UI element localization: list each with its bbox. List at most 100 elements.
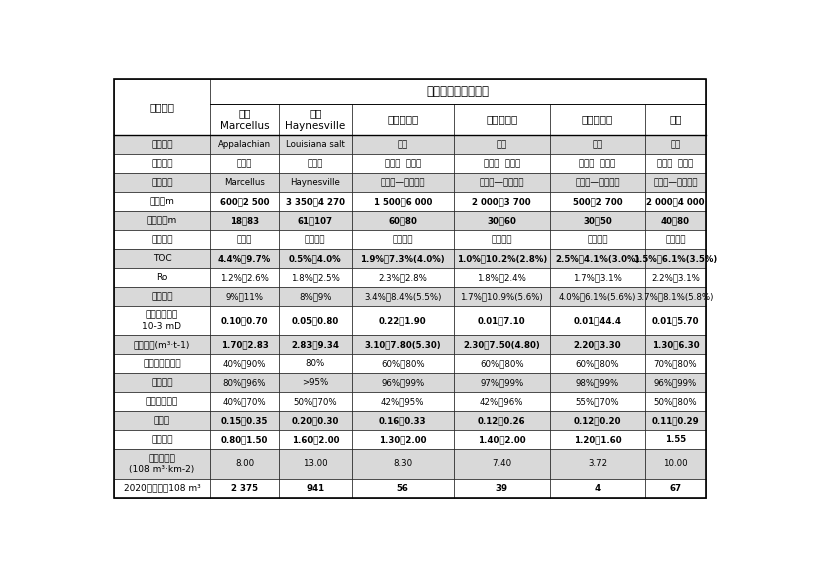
Text: 8.30: 8.30: [393, 459, 412, 468]
Bar: [352, 411, 453, 431]
Bar: [114, 479, 210, 498]
Bar: [549, 449, 645, 479]
Text: 五峰组—龙马溪组: 五峰组—龙马溪组: [479, 178, 524, 187]
Text: 0.10～0.70: 0.10～0.70: [220, 316, 268, 325]
Text: 脆性矿物含量: 脆性矿物含量: [146, 397, 178, 406]
Bar: [549, 431, 645, 449]
Text: 55%～70%: 55%～70%: [575, 397, 620, 406]
Text: 甲烷含量: 甲烷含量: [151, 379, 173, 388]
Text: 500～2 700: 500～2 700: [573, 197, 622, 206]
Bar: [279, 135, 352, 154]
Text: >95%: >95%: [302, 379, 328, 388]
Bar: [352, 449, 453, 479]
Text: 2020年产量／108 m³: 2020年产量／108 m³: [124, 484, 200, 493]
Text: 42%～95%: 42%～95%: [381, 397, 424, 406]
Bar: [453, 354, 549, 373]
Text: 0.12～0.20: 0.12～0.20: [574, 416, 621, 425]
Text: Louisiana salt: Louisiana salt: [286, 140, 345, 149]
Text: 1.40～2.00: 1.40～2.00: [478, 435, 525, 444]
Text: Haynesville: Haynesville: [291, 178, 341, 187]
Bar: [114, 431, 210, 449]
Text: 奥陶纪  志留纪: 奥陶纪 志留纪: [657, 159, 694, 168]
Text: 50%～80%: 50%～80%: [654, 397, 697, 406]
Text: 2 000～4 000: 2 000～4 000: [646, 197, 705, 206]
Text: 1.2%～2.6%: 1.2%～2.6%: [220, 273, 269, 282]
Text: 941: 941: [306, 484, 325, 493]
Text: Marcellus: Marcellus: [224, 178, 265, 187]
Bar: [114, 354, 210, 373]
Bar: [549, 230, 645, 249]
Text: 四川: 四川: [397, 140, 407, 149]
Bar: [210, 249, 279, 268]
Text: 压力系数: 压力系数: [151, 435, 173, 444]
Bar: [453, 192, 549, 211]
Text: 3.72: 3.72: [588, 459, 607, 468]
Bar: [114, 79, 210, 135]
Bar: [453, 306, 549, 336]
Bar: [645, 306, 706, 336]
Text: 67: 67: [670, 484, 681, 493]
Bar: [210, 392, 279, 411]
Text: 97%～99%: 97%～99%: [480, 379, 524, 388]
Text: 10.00: 10.00: [663, 459, 688, 468]
Text: 4.4%～9.7%: 4.4%～9.7%: [218, 254, 271, 263]
Text: 美国
Marcellus: 美国 Marcellus: [220, 108, 270, 131]
Text: 8%～9%: 8%～9%: [299, 292, 331, 301]
Text: 2.5%～4.1%(3.0%): 2.5%～4.1%(3.0%): [555, 254, 640, 263]
Text: Appalachian: Appalachian: [218, 140, 271, 149]
Text: 游离气所占比例: 游离气所占比例: [143, 359, 181, 368]
Bar: [352, 268, 453, 287]
Bar: [645, 411, 706, 431]
Text: 7.40: 7.40: [492, 459, 511, 468]
Text: 蜀南／长宁: 蜀南／长宁: [387, 115, 418, 124]
Text: 洋厚度／m: 洋厚度／m: [147, 216, 177, 225]
Text: 含气率／(m³·t-1): 含气率／(m³·t-1): [134, 340, 190, 349]
Text: 总孔涝度: 总孔涝度: [151, 292, 173, 301]
Bar: [279, 154, 352, 173]
Bar: [210, 173, 279, 192]
Bar: [114, 449, 210, 479]
Text: 40%～70%: 40%～70%: [223, 397, 266, 406]
Text: 2.30～7.50(4.80): 2.30～7.50(4.80): [463, 340, 540, 349]
Text: 深水右侧: 深水右侧: [492, 235, 512, 244]
Bar: [352, 373, 453, 392]
Bar: [279, 373, 352, 392]
Bar: [279, 268, 352, 287]
Text: 56: 56: [397, 484, 408, 493]
Text: 0.22～1.90: 0.22～1.90: [379, 316, 427, 325]
Bar: [210, 211, 279, 230]
Text: 涪陵: 涪陵: [669, 115, 681, 124]
Text: 2.3%～2.8%: 2.3%～2.8%: [378, 273, 428, 282]
Bar: [114, 173, 210, 192]
Bar: [210, 306, 279, 336]
Bar: [279, 249, 352, 268]
Bar: [352, 392, 453, 411]
Bar: [114, 392, 210, 411]
Bar: [453, 411, 549, 431]
Text: 0.12～0.26: 0.12～0.26: [478, 416, 525, 425]
Text: 四川: 四川: [592, 140, 603, 149]
Text: 0.5%～4.0%: 0.5%～4.0%: [289, 254, 342, 263]
Text: 沉积环境: 沉积环境: [151, 235, 173, 244]
Bar: [645, 192, 706, 211]
Bar: [352, 249, 453, 268]
Text: 70%～80%: 70%～80%: [654, 359, 697, 368]
Text: 对比项目: 对比项目: [149, 102, 175, 112]
Text: 2.2%～3.1%: 2.2%～3.1%: [651, 273, 700, 282]
Bar: [352, 479, 453, 498]
Text: 1.9%～7.3%(4.0%): 1.9%～7.3%(4.0%): [361, 254, 445, 263]
Bar: [210, 354, 279, 373]
Text: 2.20～3.30: 2.20～3.30: [574, 340, 621, 349]
Bar: [352, 104, 453, 135]
Bar: [453, 392, 549, 411]
Text: 30～60: 30～60: [488, 216, 516, 225]
Bar: [549, 479, 645, 498]
Text: 39: 39: [496, 484, 508, 493]
Bar: [453, 173, 549, 192]
Bar: [114, 411, 210, 431]
Bar: [279, 411, 352, 431]
Text: 1.7%～3.1%: 1.7%～3.1%: [573, 273, 622, 282]
Text: 0.01～5.70: 0.01～5.70: [651, 316, 699, 325]
Bar: [279, 449, 352, 479]
Bar: [352, 230, 453, 249]
